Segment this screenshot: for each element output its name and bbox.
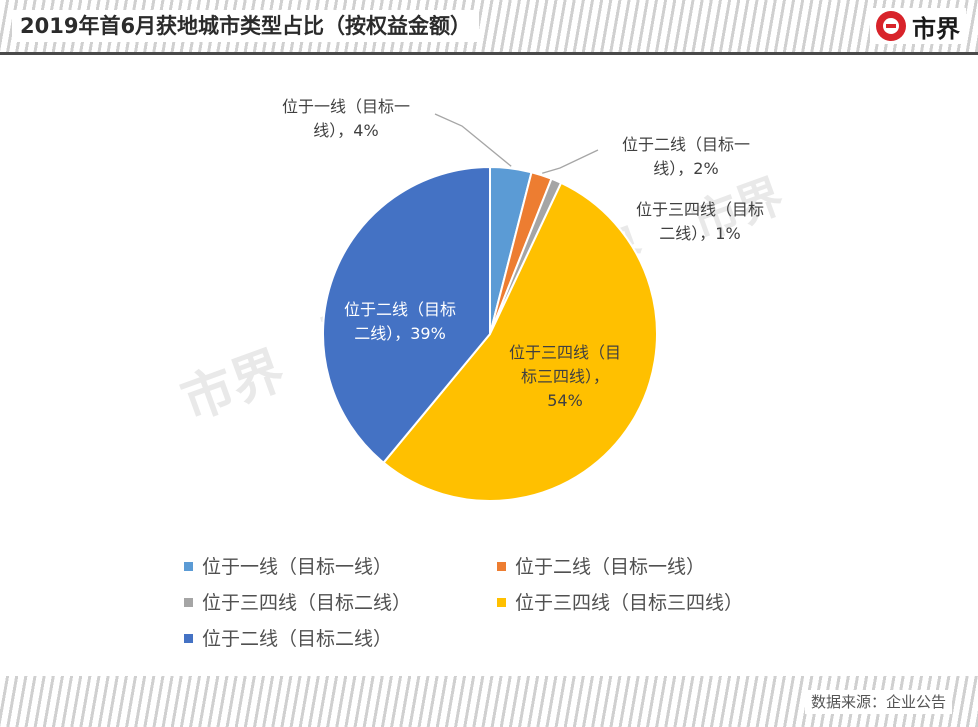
data-label: 位于三四线（目标二线），1% xyxy=(636,200,764,243)
legend-label: 位于三四线（目标二线） xyxy=(202,592,411,614)
legend-swatch xyxy=(184,598,193,607)
pie-slice xyxy=(321,165,491,465)
legend-label: 位于一线（目标一线） xyxy=(202,556,392,578)
legend-swatch xyxy=(184,562,193,571)
data-label: 位于一线（目标一线），4% xyxy=(282,97,410,140)
label-leader-line xyxy=(542,149,599,174)
legend-swatch xyxy=(497,562,506,571)
legend-label: 位于二线（目标二线） xyxy=(202,628,392,650)
label-leader-line xyxy=(434,113,512,167)
legend-swatch xyxy=(497,598,506,607)
brand-logo-icon xyxy=(876,11,906,41)
pie-slices xyxy=(321,165,658,502)
chart-legend: 位于一线（目标一线） 位于二线（目标一线） 位于三四线（目标二线） 位于三四线（目标三… xyxy=(184,556,743,650)
legend-label: 位于二线（目标一线） xyxy=(515,556,705,578)
page-title: 2019年首6月获地城市类型占比（按权益金额） xyxy=(12,10,480,42)
data-labels: 位于一线（目标一线），4% 位于二线（目标一线），2% 位于三四线（目标二线），1%… xyxy=(282,97,764,410)
brand-logo-text: 市界 xyxy=(912,14,960,43)
legend-label: 位于三四线（目标三四线） xyxy=(515,592,743,614)
source-note: 数据来源：企业公告 xyxy=(804,690,952,714)
header-divider xyxy=(0,52,978,55)
legend-swatch xyxy=(184,634,193,643)
brand-logo: 市界 xyxy=(870,8,966,44)
pie-slice xyxy=(382,181,658,502)
pie-chart: 市界市界市界市界 位于一线（目标一线），4%位于二线（目标一线），2%位于三四线… xyxy=(174,97,790,650)
data-label: 位于二线（目标一线），2% xyxy=(622,135,750,178)
data-label: 位于二线（目标二线），39% xyxy=(344,300,456,343)
watermark-text: 市界 xyxy=(174,340,292,432)
label-leader-lines xyxy=(434,113,599,174)
data-label: 位于三四线（目标三四线）， 54% xyxy=(509,343,621,410)
